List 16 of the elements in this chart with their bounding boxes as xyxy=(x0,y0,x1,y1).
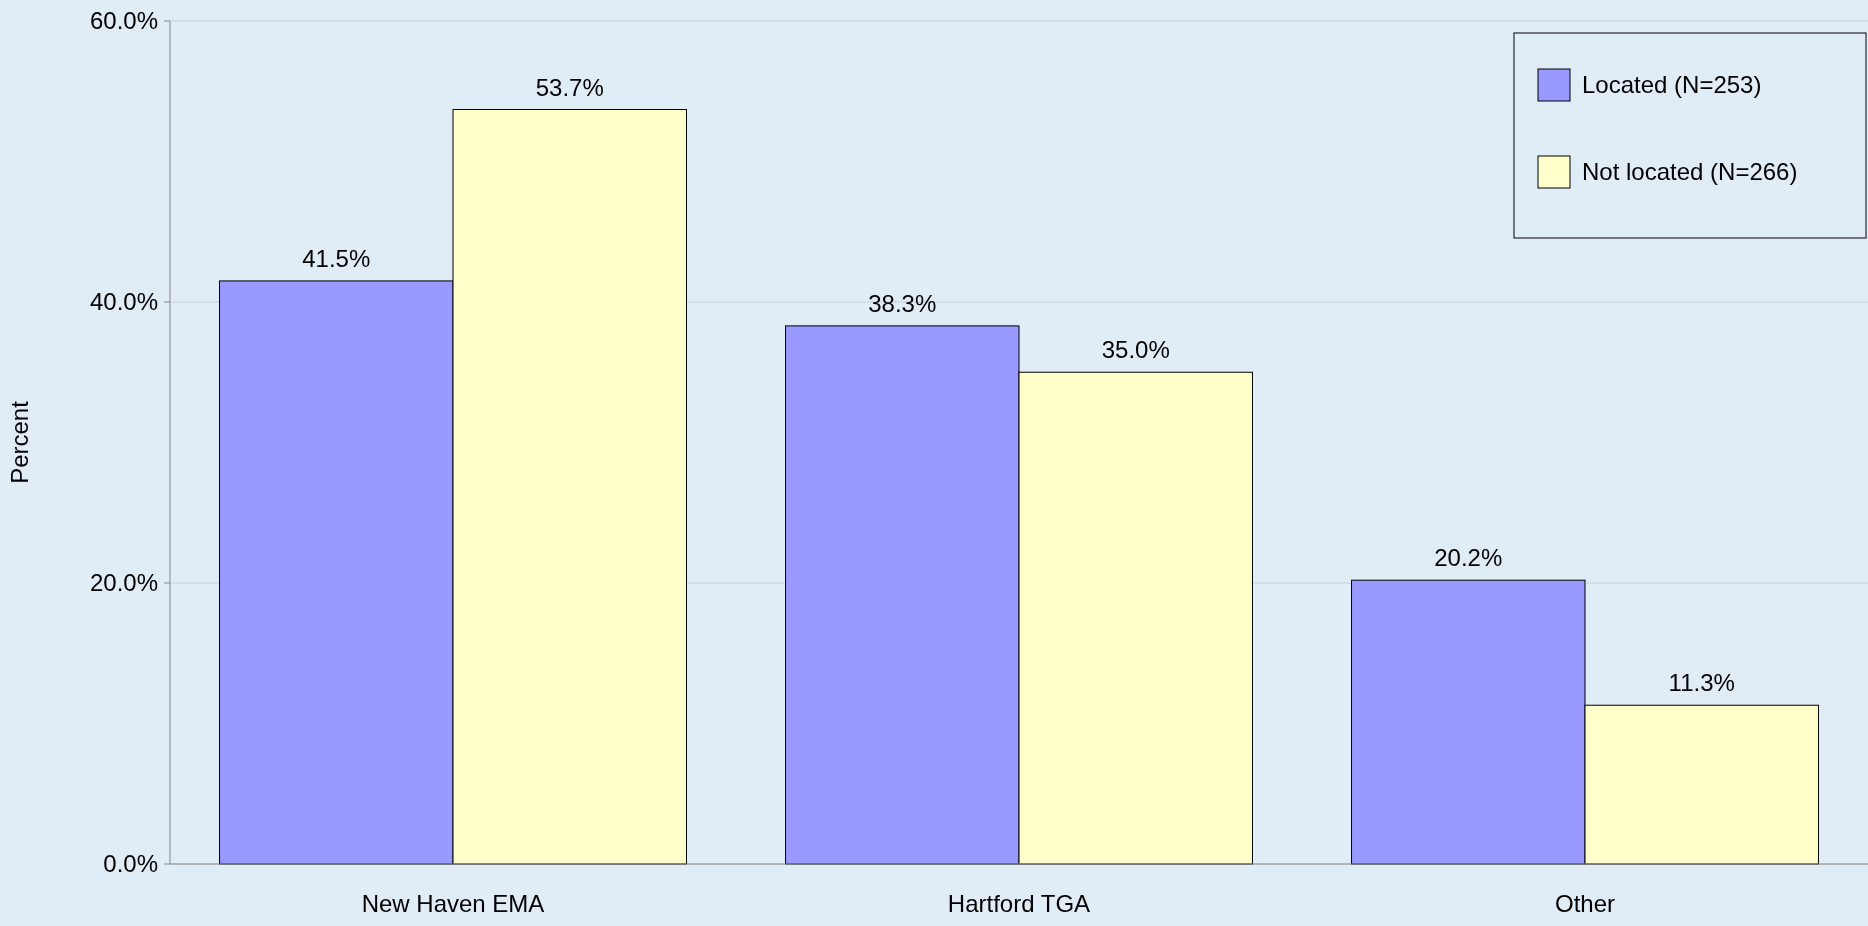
data-label: 35.0% xyxy=(1101,336,1170,364)
y-tick-label: 0.0% xyxy=(103,850,158,878)
data-label: 41.5% xyxy=(302,244,371,272)
data-label: 11.3% xyxy=(1668,669,1735,697)
y-tick-label: 40.0% xyxy=(89,288,158,316)
x-tick-label: Hartford TGA xyxy=(947,890,1091,917)
y-axis-title: Percent xyxy=(6,400,33,484)
x-tick-label: Other xyxy=(1554,890,1616,917)
legend-label: Not located (N=266) xyxy=(1582,158,1798,186)
legend-label: Located (N=253) xyxy=(1582,71,1762,99)
y-tick-label: 60.0% xyxy=(89,7,158,35)
x-tick-label: New Haven EMA xyxy=(361,890,545,917)
data-label: 53.7% xyxy=(535,73,604,101)
data-label: 20.2% xyxy=(1434,544,1503,572)
y-tick-label: 20.0% xyxy=(89,569,158,597)
data-label: 38.3% xyxy=(868,289,937,317)
